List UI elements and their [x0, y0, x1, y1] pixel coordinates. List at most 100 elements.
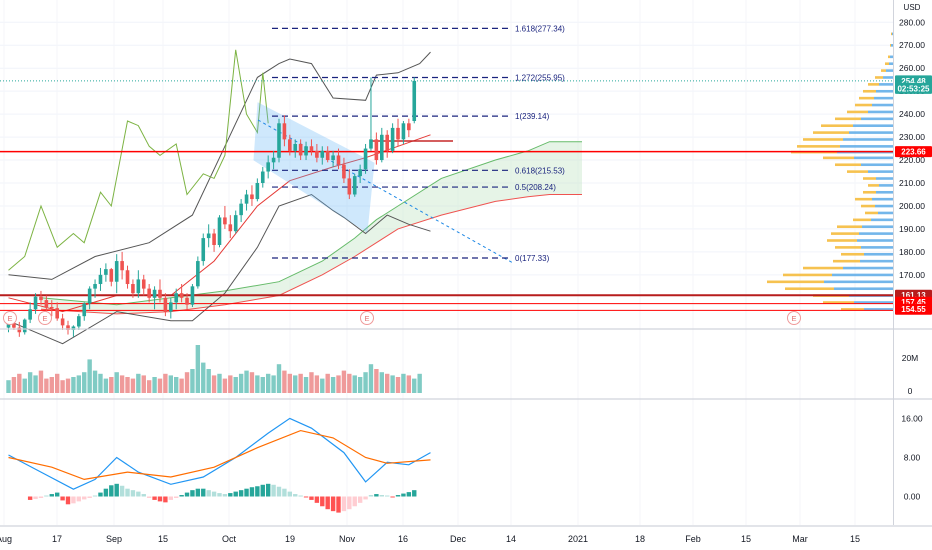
candle-body	[255, 183, 260, 200]
volume-bar	[341, 370, 347, 393]
macd-histogram-bar	[395, 495, 401, 497]
macd-histogram-bar	[325, 496, 330, 510]
price-tick-label: 190.00	[899, 224, 925, 234]
volume-bar	[357, 377, 363, 393]
candle-body	[147, 288, 151, 298]
candle-body	[239, 203, 243, 216]
profile-bar-down	[865, 211, 878, 215]
profile-bar-up	[891, 44, 893, 47]
macd-histogram-bar	[222, 494, 228, 497]
volume-bar	[114, 372, 119, 393]
volume-bar	[374, 369, 379, 393]
volume-bar	[412, 378, 417, 393]
profile-bar-up	[883, 76, 893, 79]
candle-body	[136, 279, 141, 294]
candle-body	[141, 279, 146, 289]
macd-histogram-bar	[287, 491, 293, 497]
volume-bar	[320, 378, 325, 393]
fib-label: 1.618(277.34)	[515, 24, 565, 33]
volume-pane	[6, 345, 422, 393]
candles	[6, 77, 417, 337]
volume-bar	[271, 375, 276, 393]
candle-body	[347, 178, 352, 195]
profile-bar-up	[876, 177, 893, 180]
macd-histogram-bar	[233, 491, 238, 497]
volume-bar	[103, 378, 109, 393]
profile-bar-down	[827, 239, 857, 242]
macd-histogram-bar	[87, 496, 92, 498]
profile-bar-up	[843, 266, 893, 270]
earnings-marker	[360, 311, 374, 325]
macd-tick-label: 16.00	[901, 413, 923, 423]
volume-bar	[65, 378, 71, 393]
macd-histogram-bar	[49, 494, 54, 497]
time-axis[interactable]: Aug 17 Sep 15 Oct 19 Nov 16 Dec 14 2021 18 Feb 15 Mar 1…	[0, 534, 860, 544]
macd-histogram-bar	[33, 496, 38, 499]
candle-body	[163, 297, 168, 312]
volume-tick-label: 0	[908, 386, 913, 396]
price-tick-label: 180.00	[899, 247, 925, 257]
profile-bar-down	[835, 163, 861, 167]
candle-body	[125, 270, 130, 285]
volume-bar	[49, 377, 54, 393]
volume-bar	[33, 375, 38, 393]
volume-bar	[352, 375, 357, 393]
profile-bar-up	[861, 246, 893, 249]
candle-body	[315, 150, 319, 158]
volume-bar	[38, 370, 44, 393]
macd-histogram-bar	[330, 496, 336, 512]
profile-bar-up	[843, 138, 893, 141]
candle-body	[271, 157, 276, 163]
candle-body	[212, 233, 216, 245]
profile-bar-down	[847, 170, 868, 173]
candle-body	[288, 139, 292, 151]
candle-body	[152, 289, 157, 298]
candle-body	[412, 80, 417, 122]
macd-histogram-bar	[157, 496, 163, 502]
macd-histogram-bar	[114, 483, 119, 497]
price-badge-label: 161.13	[901, 291, 926, 300]
time-tick-label: Aug	[0, 534, 12, 544]
candle-body	[6, 323, 11, 328]
profile-bar-down	[855, 197, 872, 201]
time-tick-label: 16	[398, 534, 408, 544]
candle-body	[44, 300, 49, 307]
candle-body	[77, 316, 81, 327]
profile-bar-up	[876, 89, 893, 93]
profile-bar-down	[831, 232, 859, 235]
candle-body	[87, 288, 92, 304]
macd-histogram-bar	[314, 496, 320, 503]
volume-bar	[44, 378, 49, 393]
candle-body	[266, 162, 270, 172]
candle-body	[304, 146, 308, 156]
price-axis[interactable]: 280.00270.00260.00250.00240.00230.00220.…	[895, 3, 932, 502]
macd-histogram-bar	[82, 496, 87, 500]
candle-body	[250, 194, 254, 200]
candle-body	[120, 261, 124, 271]
macd-histogram-bar	[368, 495, 374, 497]
volume-bar	[368, 364, 374, 393]
volume-bar	[314, 375, 320, 393]
volume-bar	[60, 380, 65, 393]
candle-body	[12, 323, 16, 328]
macd-histogram-bar	[190, 490, 195, 497]
profile-bar-up	[871, 218, 893, 222]
profile-bar-down	[881, 69, 886, 72]
macd-histogram-bar	[260, 484, 265, 497]
candle-body	[352, 176, 357, 195]
macd-histogram-bar	[141, 494, 146, 497]
price-tick-label: 170.00	[899, 270, 925, 280]
profile-bar-up	[862, 225, 893, 229]
volume-bar	[82, 372, 87, 393]
macd-histogram-bar	[92, 495, 98, 497]
volume-bar	[76, 375, 82, 393]
macd-histogram-bar	[217, 493, 222, 497]
candle-body	[309, 146, 314, 151]
profile-bar-up	[861, 117, 893, 121]
profile-bar-down	[863, 177, 876, 180]
volume-bar	[222, 378, 228, 393]
macd-histogram-bar	[406, 492, 412, 497]
volume-bar	[276, 364, 282, 393]
